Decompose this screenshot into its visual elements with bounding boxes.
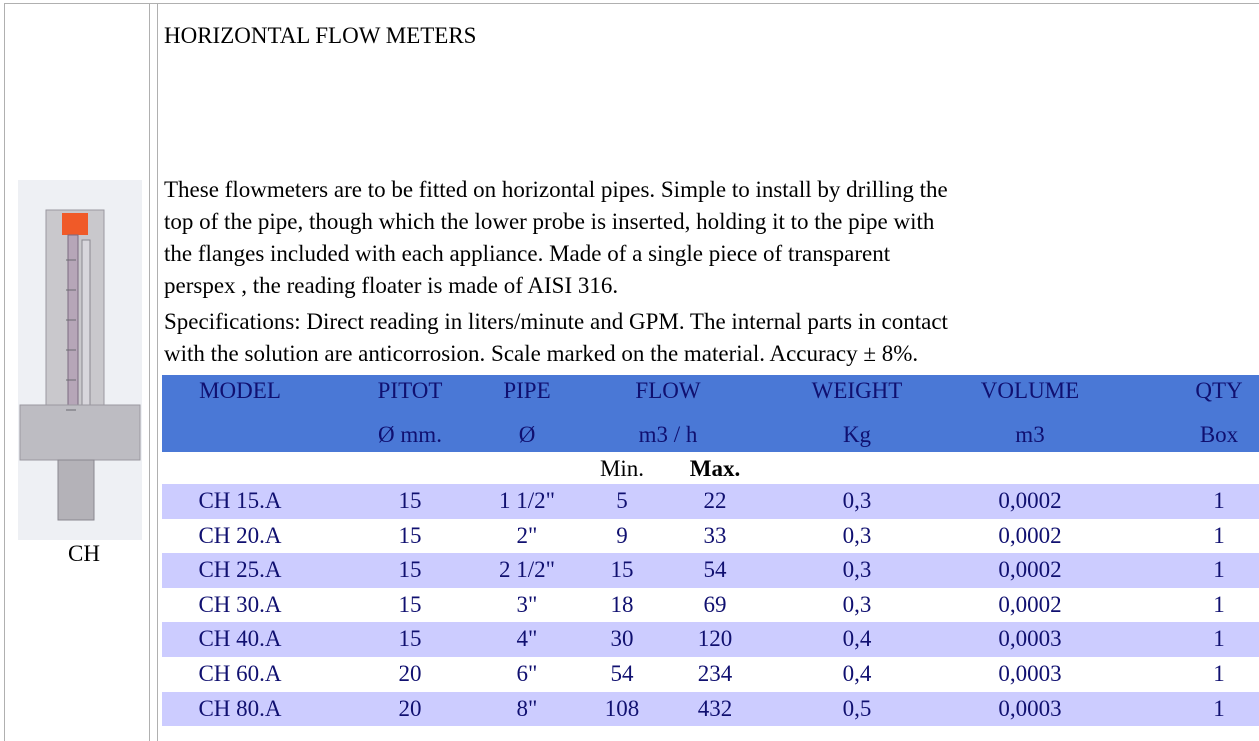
table-header: PITOT — [378, 375, 443, 407]
table-header: WEIGHT — [812, 375, 903, 407]
table-cell: 1 — [1213, 554, 1225, 586]
table-cell: 15 — [399, 520, 422, 552]
table-header: QTY — [1195, 375, 1242, 407]
table-cell: 4" — [517, 623, 538, 655]
table-cell: 69 — [704, 589, 727, 621]
table-cell: 15 — [399, 554, 422, 586]
table-cell: CH 30.A — [198, 589, 281, 621]
description-line: perspex , the reading floater is made of… — [164, 270, 618, 302]
table-header-unit: m3 — [1015, 419, 1044, 451]
table-cell: CH 20.A — [198, 520, 281, 552]
table-cell: 1 — [1213, 520, 1225, 552]
description-line: top of the pipe, though which the lower … — [164, 206, 934, 238]
table-cell: 15 — [399, 485, 422, 517]
table-cell: CH 80.A — [198, 693, 281, 725]
description-line: the flanges included with each appliance… — [164, 238, 890, 270]
table-header: PIPE — [503, 375, 550, 407]
table-cell: 1 — [1213, 693, 1225, 725]
table-cell: 0,0002 — [998, 554, 1061, 586]
table-header-unit: Kg — [843, 419, 871, 451]
table-cell: 0,0003 — [998, 693, 1061, 725]
table-cell: 20 — [399, 693, 422, 725]
table-cell: 234 — [698, 658, 733, 690]
table-cell: 20 — [399, 658, 422, 690]
table-header-bg — [162, 375, 1259, 452]
subheader: Min. — [600, 453, 644, 485]
table-cell: 0,0002 — [998, 589, 1061, 621]
table-cell: 108 — [605, 693, 640, 725]
table-cell: 0,3 — [843, 485, 872, 517]
description-line: with the solution are anticorrosion. Sca… — [164, 338, 918, 370]
table-cell: 15 — [399, 589, 422, 621]
table-cell: 9 — [616, 520, 628, 552]
table-cell: 33 — [704, 520, 727, 552]
table-cell: 3" — [517, 589, 538, 621]
table-cell: 8" — [517, 693, 538, 725]
table-header-unit: m3 / h — [639, 419, 698, 451]
table-cell: 5 — [616, 485, 628, 517]
cell-border — [149, 3, 150, 741]
table-cell: CH 15.A — [198, 485, 281, 517]
table-cell: 0,0003 — [998, 623, 1061, 655]
description-line: These flowmeters are to be fitted on hor… — [164, 174, 948, 206]
table-cell: 22 — [704, 485, 727, 517]
table-cell: 2" — [517, 520, 538, 552]
table-cell: 15 — [399, 623, 422, 655]
table-cell: 0,3 — [843, 520, 872, 552]
top-border — [4, 0, 1259, 4]
table-cell: 120 — [698, 623, 733, 655]
table-cell: 0,4 — [843, 623, 872, 655]
table-cell: 1 — [1213, 485, 1225, 517]
cell-border — [157, 3, 158, 741]
table-cell: 2 1/2" — [499, 554, 555, 586]
table-cell: 18 — [611, 589, 634, 621]
table-header: VOLUME — [981, 375, 1079, 407]
table-cell: 0,0003 — [998, 658, 1061, 690]
description-line: Specifications: Direct reading in liters… — [164, 306, 948, 338]
table-cell: 1 — [1213, 623, 1225, 655]
left-border — [4, 3, 5, 741]
table-cell: 0,4 — [843, 658, 872, 690]
table-cell: 1 1/2" — [499, 485, 555, 517]
table-cell: CH 60.A — [198, 658, 281, 690]
table-cell: 1 — [1213, 589, 1225, 621]
table-cell: 0,0002 — [998, 520, 1061, 552]
table-cell: 0,0002 — [998, 485, 1061, 517]
page: CH HORIZONTAL FLOW METERS These flowmete… — [0, 0, 1259, 741]
table-cell: 1 — [1213, 658, 1225, 690]
table-cell: 432 — [698, 693, 733, 725]
table-cell: 54 — [704, 554, 727, 586]
table-header: FLOW — [635, 375, 700, 407]
table-cell: 0,5 — [843, 693, 872, 725]
table-cell: 15 — [611, 554, 634, 586]
table-cell: 30 — [611, 623, 634, 655]
table-cell: 54 — [611, 658, 634, 690]
table-cell: 6" — [517, 658, 538, 690]
table-header: MODEL — [199, 375, 281, 407]
table-cell: 0,3 — [843, 554, 872, 586]
table-cell: CH 40.A — [198, 623, 281, 655]
subheader: Max. — [690, 453, 740, 485]
table-cell: 0,3 — [843, 589, 872, 621]
table-cell: CH 25.A — [198, 554, 281, 586]
title: HORIZONTAL FLOW METERS — [164, 20, 476, 52]
product-image — [18, 180, 142, 540]
table-header-unit: Box — [1200, 419, 1238, 451]
table-header-unit: Ø — [519, 419, 536, 451]
product-label: CH — [68, 538, 100, 570]
table-header-unit: Ø mm. — [378, 419, 442, 451]
